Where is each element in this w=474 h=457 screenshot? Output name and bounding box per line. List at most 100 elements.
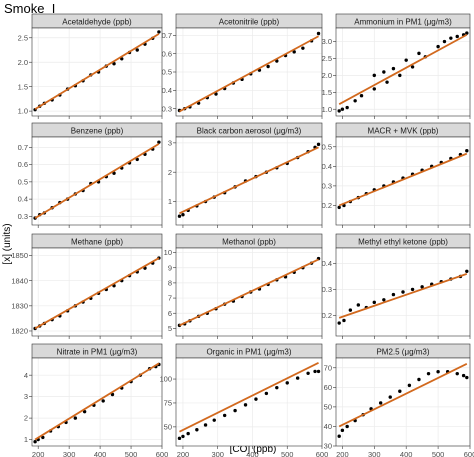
y-tick-label: 3 — [24, 392, 28, 401]
y-tick-label: 0.4 — [162, 86, 172, 95]
data-point — [356, 303, 361, 307]
y-tick-label: 2 — [168, 168, 172, 177]
y-tick-label: 10 — [164, 248, 172, 257]
y-tick-label: 0.3 — [322, 181, 332, 190]
y-tick-label: 0.6 — [162, 49, 172, 58]
panel-title: Methane (ppb) — [71, 238, 123, 247]
y-tick-label: 0.6 — [18, 160, 28, 169]
x-tick-label: 600 — [464, 450, 474, 457]
y-tick-label: 4 — [24, 371, 28, 380]
data-point — [264, 391, 269, 396]
panel-background — [336, 28, 470, 116]
panel-border — [175, 27, 323, 117]
y-tick-label: 2.5 — [322, 54, 332, 63]
panel-border — [175, 136, 323, 226]
y-tick-label: 2.5 — [18, 33, 28, 42]
y-tick-label: 3.0 — [322, 37, 332, 46]
x-tick-label: 300 — [63, 450, 76, 457]
data-point — [316, 369, 321, 374]
panel-title: Organic in PM1 (μg/m3) — [206, 348, 291, 357]
data-point — [391, 66, 396, 71]
data-point — [348, 308, 353, 312]
data-point — [33, 440, 37, 444]
panel-9: Methyl ethyl ketone (ppb) 0.2 0.3 0.4 — [322, 233, 471, 339]
y-tick-label: 1.5 — [322, 88, 332, 97]
data-point — [449, 36, 453, 40]
panel-title: Benzene (ppb) — [71, 127, 124, 136]
data-point — [285, 381, 289, 385]
data-point — [359, 93, 364, 98]
data-point — [372, 73, 376, 78]
data-point — [316, 142, 321, 147]
data-point — [101, 399, 105, 403]
data-point — [275, 385, 279, 390]
data-point — [401, 290, 405, 294]
data-point — [398, 389, 402, 393]
data-point — [465, 148, 469, 153]
panel-border — [31, 136, 163, 226]
data-point — [455, 34, 459, 39]
data-point — [203, 423, 208, 427]
data-point — [436, 369, 440, 374]
x-tick-label: 200 — [336, 450, 349, 457]
y-tick-label: 2.0 — [18, 58, 28, 67]
data-point — [426, 371, 431, 376]
panel-11: Organic in PM1 (μg/m3) 200 300 400 500 600 50 7… — [159, 343, 328, 457]
trend-line — [338, 363, 468, 428]
y-tick-label: 50 — [324, 402, 332, 411]
y-tick-label: 1 — [168, 197, 172, 206]
y-tick-label: 8 — [168, 278, 172, 287]
data-point — [407, 383, 412, 388]
data-point — [112, 171, 116, 175]
data-point — [404, 58, 408, 62]
data-point — [266, 64, 270, 69]
x-tick-label: 300 — [211, 450, 224, 457]
data-point — [410, 287, 415, 292]
data-point — [382, 298, 386, 302]
trend-line — [179, 146, 319, 215]
y-tick-label: 9 — [168, 263, 172, 272]
y-tick-label: 0.3 — [162, 104, 172, 113]
trend-line — [179, 35, 319, 113]
data-point — [186, 431, 190, 436]
data-point — [465, 269, 469, 273]
y-tick-label: 0.2 — [322, 201, 332, 210]
data-point — [41, 435, 45, 440]
data-point — [73, 416, 78, 420]
y-tick-label: 1840 — [11, 276, 28, 285]
x-tick-label: 400 — [246, 450, 259, 457]
x-axis-title: [CO] (ppb) — [230, 444, 277, 455]
panel-title: Acetaldehyde (ppb) — [62, 18, 132, 27]
data-point — [337, 321, 341, 325]
y-tick-label: 60 — [324, 383, 332, 392]
data-point — [177, 214, 182, 218]
data-point — [420, 285, 424, 289]
data-point — [442, 39, 447, 44]
data-point — [181, 213, 185, 217]
data-point — [337, 205, 341, 210]
data-point — [316, 31, 321, 36]
panel-border — [175, 357, 323, 447]
panel-6: MACR + MVK (ppb) 0.2 0.3 0.4 0.5 — [322, 122, 471, 228]
trend-line — [179, 361, 319, 433]
panel-border — [31, 357, 163, 447]
data-point — [295, 376, 300, 380]
y-tick-label: 0.5 — [18, 177, 28, 186]
y-tick-label: 1820 — [11, 327, 28, 336]
data-point — [157, 30, 161, 34]
x-tick-label: 500 — [432, 450, 445, 457]
data-point — [372, 87, 376, 91]
trend-line — [179, 258, 319, 327]
data-point — [243, 403, 248, 407]
panel-7: Methane (ppb) 1820 1830 1840 1850 — [11, 233, 163, 339]
data-point — [378, 401, 383, 405]
y-tick-label: 100 — [159, 375, 172, 384]
y-tick-label: 3 — [168, 138, 172, 147]
data-point — [372, 300, 376, 305]
panel-border — [335, 357, 471, 447]
x-tick-label: 400 — [94, 450, 107, 457]
panel-title: Methanol (ppb) — [222, 238, 276, 247]
y-tick-label: 70 — [324, 363, 332, 372]
y-tick-label: 0.7 — [18, 143, 28, 152]
